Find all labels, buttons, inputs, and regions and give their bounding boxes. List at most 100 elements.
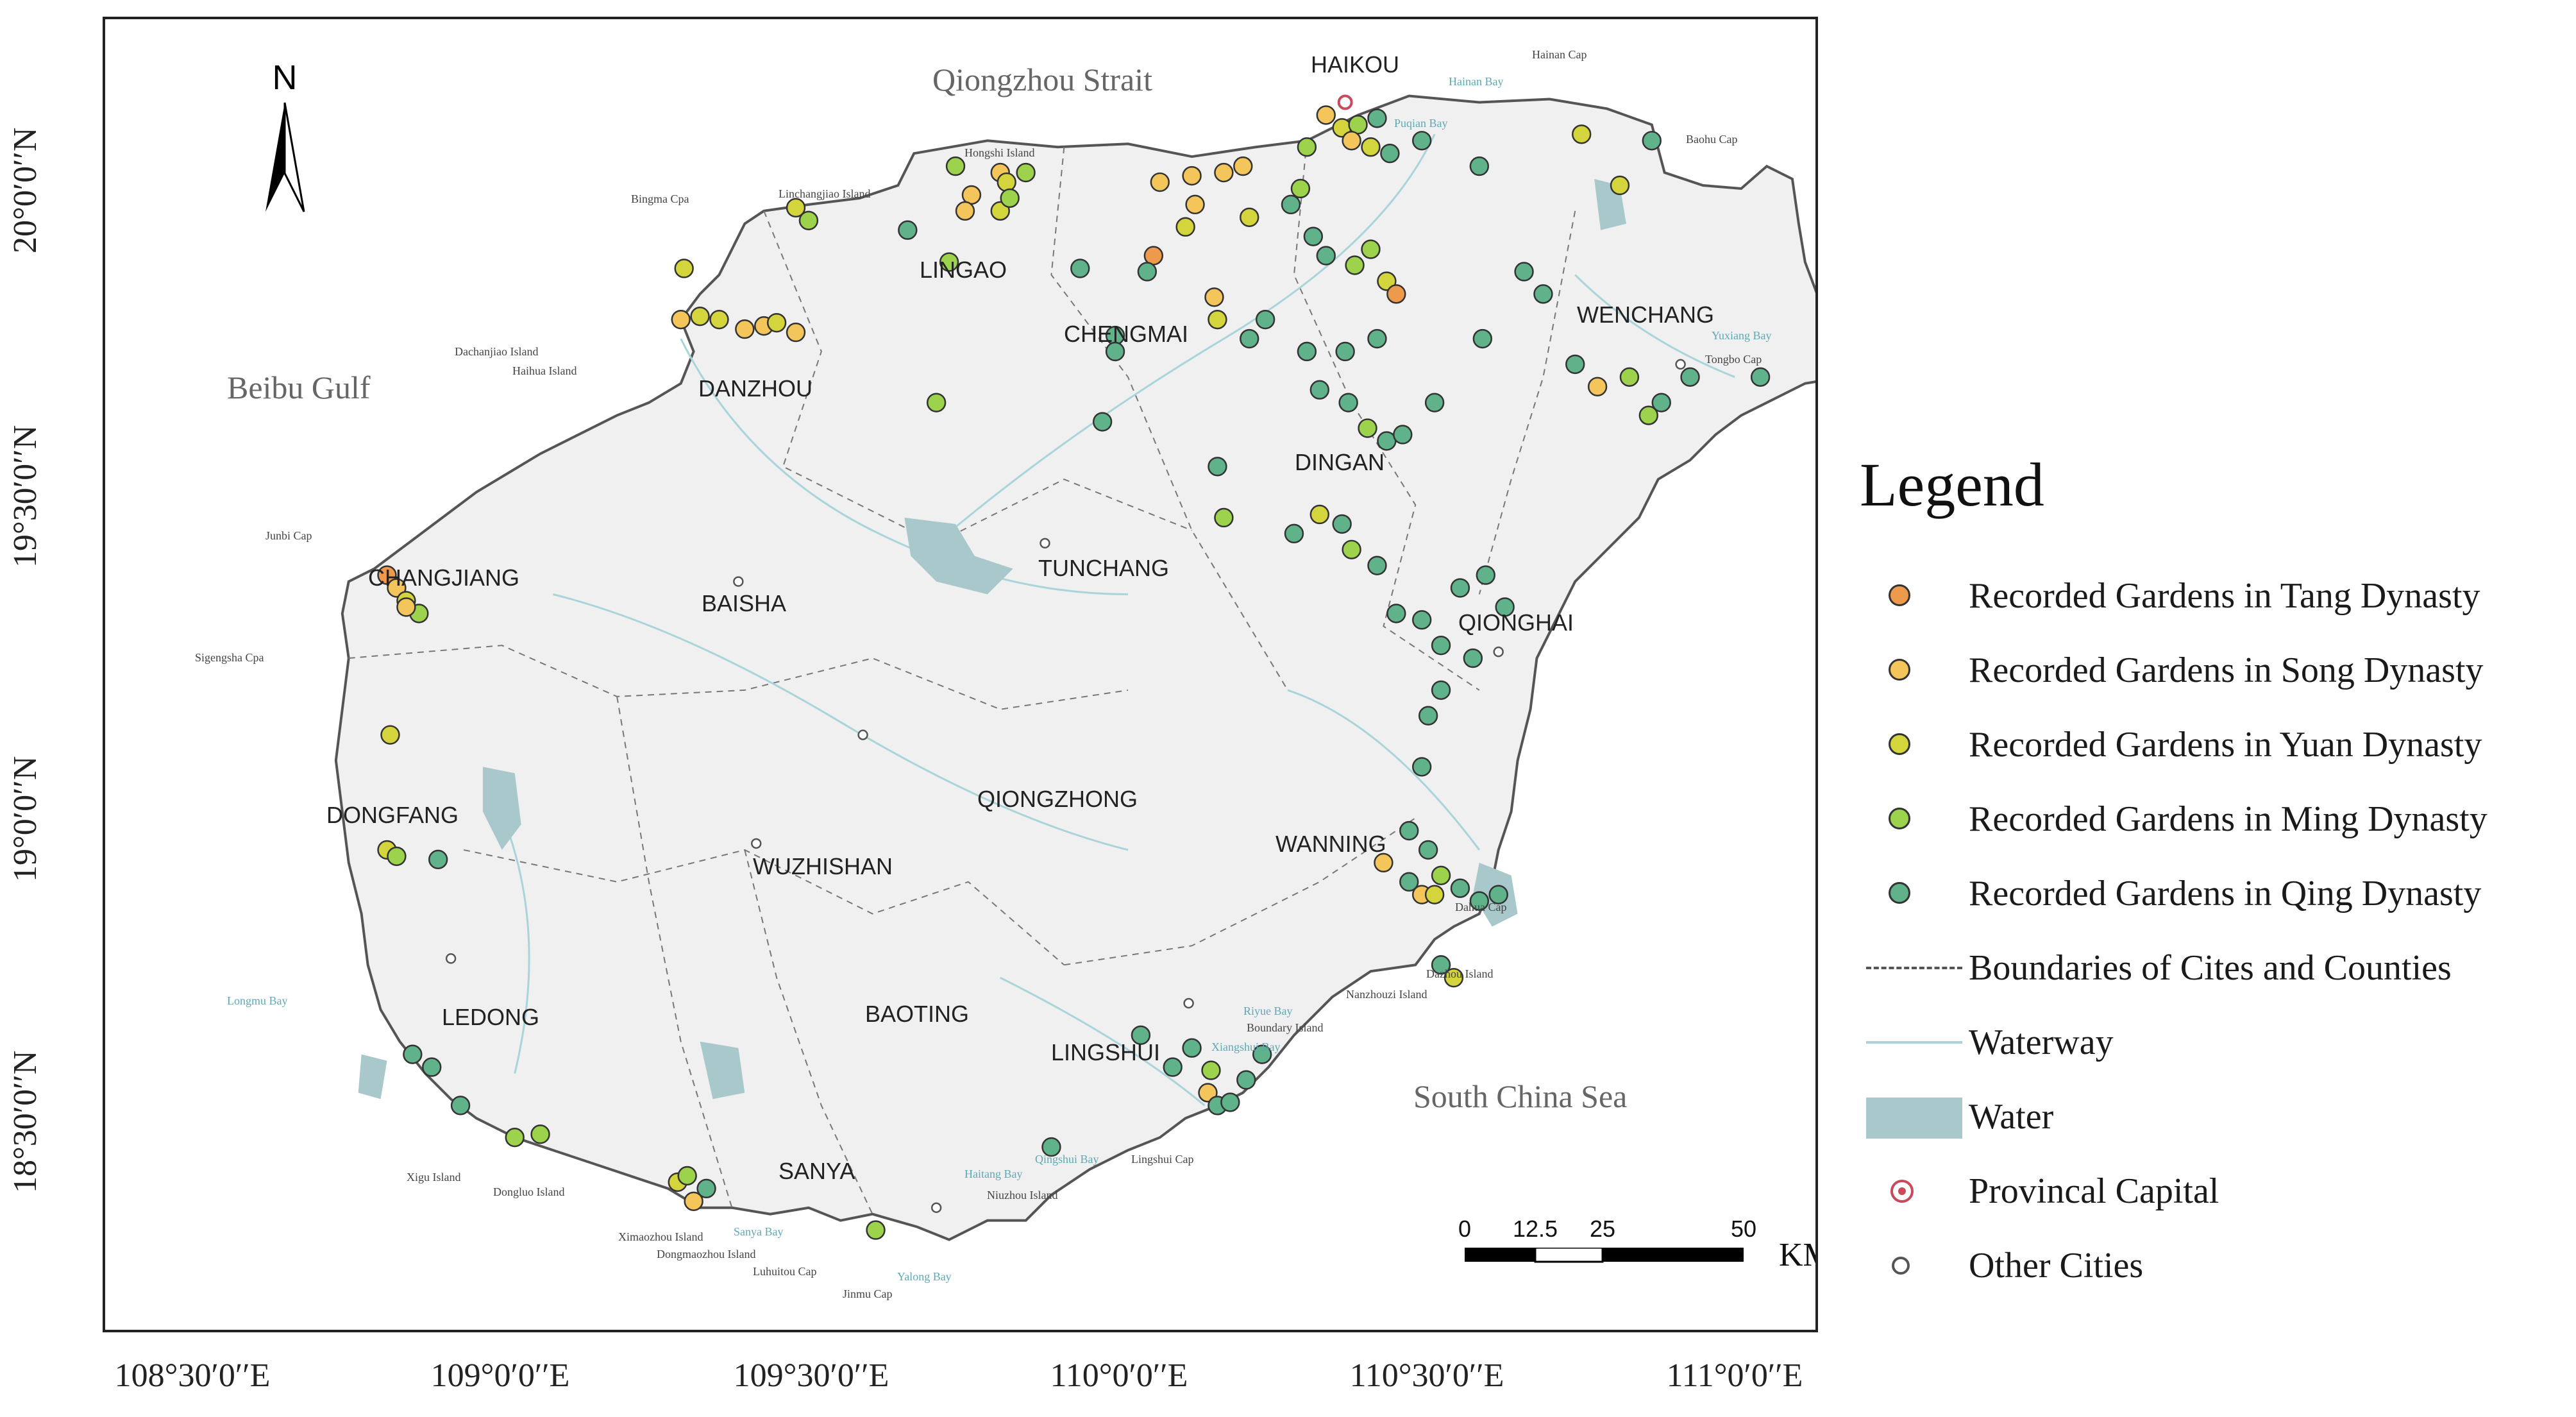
garden-marker [1338,393,1358,412]
garden-marker [1208,457,1227,477]
legend-label-capital: Provincal Capital [1969,1171,2219,1211]
scale-tick-50: 50 [1730,1216,1757,1242]
scale-tick-12-5: 12.5 [1512,1216,1558,1242]
city-wuzhishan: WUZHISHAN [753,853,893,879]
city-marker [1040,538,1050,549]
garden-marker [1361,137,1381,157]
scale-tick-0: 0 [1458,1216,1472,1242]
lat-tick-2: 19°30′0′′N [7,425,44,568]
garden-marker [1411,757,1432,777]
garden-marker [530,1124,550,1144]
garden-marker [1463,648,1483,668]
garden-marker [1163,1057,1183,1077]
garden-marker [1182,165,1202,186]
lon-tick-1: 108°30′0′′E [114,1357,271,1394]
garden-marker [450,1096,471,1116]
garden-marker [1236,1070,1256,1090]
yuan-dot-icon [1889,733,1910,755]
garden-marker [1450,878,1470,898]
garden-marker [1201,1060,1221,1080]
north-arrow: N [253,58,317,218]
garden-marker [1198,1083,1218,1103]
label-baohu-cap: Baohu Cap [1686,133,1738,146]
garden-marker [1303,226,1324,246]
garden-marker [1297,341,1317,362]
garden-marker [1424,393,1445,412]
island-map [334,94,1815,1241]
city-qiongzhong: QIONGZHONG [977,786,1138,812]
garden-marker [1638,405,1658,425]
dashed-line-icon [1866,967,1962,969]
lon-tick-4: 110°0′0′′E [1050,1357,1188,1394]
garden-marker [1105,341,1125,362]
legend-item-capital: Provincal Capital [1860,1154,2565,1228]
garden-marker [1411,131,1432,151]
waterways [488,133,1735,1107]
garden-marker [1150,172,1170,192]
legend-label-yuan: Recorded Gardens in Yuan Dynasty [1969,725,2482,765]
city-chengmai: CHENGMAI [1064,321,1189,347]
garden-marker [1000,188,1020,208]
lat-tick-1: 20°0′0′′N [7,127,44,253]
legend-label-tang: Recorded Gardens in Tang Dynasty [1969,576,2480,616]
label-ximaozhou-island: Ximaozhou Island [618,1230,703,1243]
garden-marker [1335,341,1355,362]
garden-marker [1131,1025,1151,1045]
garden-marker [1377,271,1397,291]
garden-marker [1431,635,1451,656]
garden-marker [696,1178,716,1199]
garden-marker [387,578,407,598]
label-puqian-bay: Puqian Bay [1394,117,1448,130]
city-baisha: BAISHA [702,590,787,616]
garden-marker [377,565,397,585]
garden-marker [1342,539,1361,559]
garden-marker [1431,865,1451,885]
garden-marker [1450,578,1470,598]
garden-marker [926,393,947,412]
garden-marker [735,319,755,339]
label-sanya-bay: Sanya Bay [734,1225,784,1238]
label-tongbo-cap: Tongbo Cap [1705,353,1762,366]
lon-tick-5: 110°30′0′′E [1349,1357,1504,1394]
garden-marker [1297,137,1317,157]
label-junbi-cap: Junbi Cap [265,529,312,542]
garden-marker [1411,610,1432,630]
garden-marker [1565,354,1585,375]
garden-marker [1431,955,1451,975]
legend-label-water: Water [1969,1097,2054,1137]
garden-marker [1290,178,1311,199]
garden-marker [1572,124,1592,144]
garden-marker [1642,131,1662,151]
garden-marker [1587,377,1608,396]
garden-marker [945,156,966,176]
legend-title: Legend [1860,450,2044,519]
garden-marker [403,1044,423,1064]
garden-marker [1281,194,1301,215]
label-xigu-island: Xigu Island [407,1171,461,1184]
city-dingan: DINGAN [1295,449,1385,475]
garden-marker [1175,217,1195,237]
garden-marker [1610,175,1630,196]
garden-marker [677,1166,697,1186]
capital-marker [1337,94,1353,110]
city-changjiang: CHANGJIANG [368,564,520,591]
label-xiangshui-bay: Xiangshui Bay [1211,1040,1281,1053]
garden-marker [1070,259,1090,278]
legend-label-qing: Recorded Gardens in Qing Dynasty [1969,874,2482,913]
garden-marker [1182,1038,1202,1058]
label-haitang-bay: Haitang Bay [964,1167,1023,1180]
city-sanya: SANYA [779,1158,855,1184]
label-hongshi-island: Hongshi Island [964,146,1035,159]
garden-marker [1309,504,1329,525]
garden-marker [990,201,1010,221]
lat-tick-4: 18°30′0′′N [7,1050,44,1193]
scale-unit: KM [1779,1237,1815,1273]
city-ring-icon [1892,1257,1910,1275]
garden-marker [1204,287,1224,307]
garden-marker [1444,967,1464,988]
garden-marker [1345,255,1365,275]
legend-label-ming: Recorded Gardens in Ming Dynasty [1969,799,2488,839]
garden-marker [380,725,400,745]
label-nanzhouzi-island: Nanzhouzi Island [1346,988,1427,1001]
garden-marker [1092,412,1113,432]
